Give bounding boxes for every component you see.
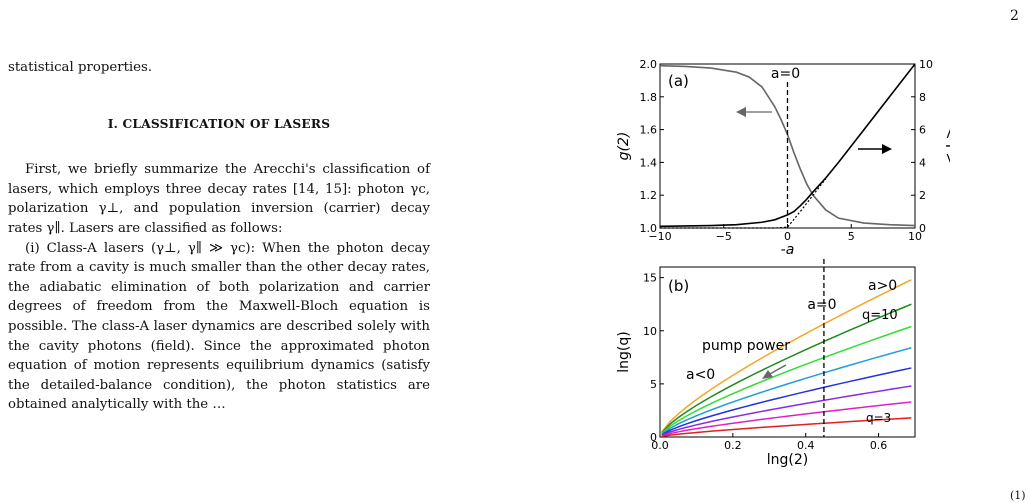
panel-a-xtick-label: −5 xyxy=(716,230,732,243)
panel-a-right-arrow-head xyxy=(882,144,892,154)
figure-svg: −10 −5 0 5 10 1.0 1.2 1.4 1.6 1.8 2.0 0 2 4 6 8 10 a=0 (a)… xyxy=(616,58,958,468)
panel-b-ylabel: lng(q) xyxy=(616,331,632,372)
panel-a-ytick-left-label: 1.2 xyxy=(640,189,658,202)
page-number: 2 xyxy=(1010,8,1019,24)
panel-b-a0-label: a=0 xyxy=(807,297,836,313)
panel-a-xtick-label: 0 xyxy=(784,230,791,243)
panel-a-ytick-left-label: 1.8 xyxy=(640,91,658,104)
panel-a-a0-label: a=0 xyxy=(771,66,800,82)
panel-b-series-q5 xyxy=(661,385,912,437)
panel-a-xtick-label: 5 xyxy=(848,230,855,243)
panel-a-ylabel-right: < I > xyxy=(942,128,950,165)
panel-b-q10-label: q=10 xyxy=(862,308,898,323)
first-line: statistical properties. xyxy=(8,60,153,75)
panel-a-xlabel: -a xyxy=(781,242,795,258)
panel-a-ytick-right-label: 6 xyxy=(919,124,926,137)
panel-b-ytick-label: 0 xyxy=(650,431,657,444)
panel-a-ytick-right-label: 4 xyxy=(919,156,926,169)
panel-a-left-arrow-head xyxy=(736,107,746,117)
panel-b-series-q7 xyxy=(661,347,912,435)
panel-a-ytick-right-label: 0 xyxy=(919,222,926,235)
section-heading: I. CLASSIFICATION OF LASERS xyxy=(107,116,331,131)
panel-b: 0.0 0.2 0.4 0.6 0 5 10 15 (b) a=0 a>0 q=10 pump powe… xyxy=(616,259,916,468)
panel-a-xtick-label: −10 xyxy=(648,230,671,243)
panel-b-xtick-label: 0.6 xyxy=(870,439,888,452)
panel-a-ytick-right-label: 2 xyxy=(919,189,926,202)
panel-b-ytick-label: 10 xyxy=(643,325,657,338)
panel-b-frame xyxy=(659,266,916,438)
panel-b-xlabel: lng(2) xyxy=(767,452,808,468)
panel-a-series-2 xyxy=(660,178,827,229)
panel-b-xtick-label: 0.4 xyxy=(797,439,815,452)
panel-b-series-q6 xyxy=(661,367,912,436)
panel-a: −10 −5 0 5 10 1.0 1.2 1.4 1.6 1.8 2.0 0 2 4 6 8 10 a=0 (a)… xyxy=(616,58,958,258)
left-text-column: statistical properties. I. CLASSIFICATIO… xyxy=(8,58,430,415)
panel-a-ytick-left-label: 1.0 xyxy=(640,222,658,235)
paragraph-classification: First, we briefly summarize the Arecchi'… xyxy=(8,162,430,236)
panel-b-agt-label: a>0 xyxy=(868,278,897,294)
panel-b-xtick-label: 0.0 xyxy=(651,439,669,452)
panel-a-ytick-right-label: 10 xyxy=(919,58,933,71)
panel-b-label: (b) xyxy=(668,277,689,295)
panel-a-ylabel-left: g(2) xyxy=(616,132,632,161)
panel-b-ytick-label: 5 xyxy=(650,378,657,391)
panel-b-pump-arrow-head xyxy=(762,370,773,379)
equation-number: (1) xyxy=(1010,489,1026,502)
panel-a-ytick-left-label: 2.0 xyxy=(640,58,658,71)
panel-b-series-q8 xyxy=(661,325,912,435)
panel-a-label: (a) xyxy=(668,72,689,90)
panel-b-alt-label: a<0 xyxy=(686,367,715,383)
panel-b-series-q4 xyxy=(661,401,912,437)
panel-a-ytick-left-label: 1.4 xyxy=(640,156,658,169)
figure: −10 −5 0 5 10 1.0 1.2 1.4 1.6 1.8 2.0 0 2 4 6 8 10 a=0 (a)… xyxy=(600,52,958,470)
panel-b-q3-label: q=3 xyxy=(866,411,891,425)
panel-a-ytick-left-label: 1.6 xyxy=(640,124,658,137)
panel-a-ytick-right-label: 8 xyxy=(919,91,926,104)
paragraph-class-a: (i) Class-A lasers (γ⊥, γ∥ ≫ γc): When t… xyxy=(8,240,430,413)
panel-a-series-1 xyxy=(659,63,916,228)
panel-b-ytick-label: 15 xyxy=(643,272,657,285)
panel-b-pump-label: pump power xyxy=(702,338,790,354)
panel-a-series-0 xyxy=(659,64,916,227)
panel-b-series-q3 xyxy=(661,417,912,438)
panel-a-xtick-label: 10 xyxy=(908,230,922,243)
panel-b-pump-arrow-shaft xyxy=(767,364,787,376)
panel-b-xtick-label: 0.2 xyxy=(724,439,742,452)
panel-b-series-q10 xyxy=(661,279,912,433)
panel-b-series-q9 xyxy=(661,303,912,434)
